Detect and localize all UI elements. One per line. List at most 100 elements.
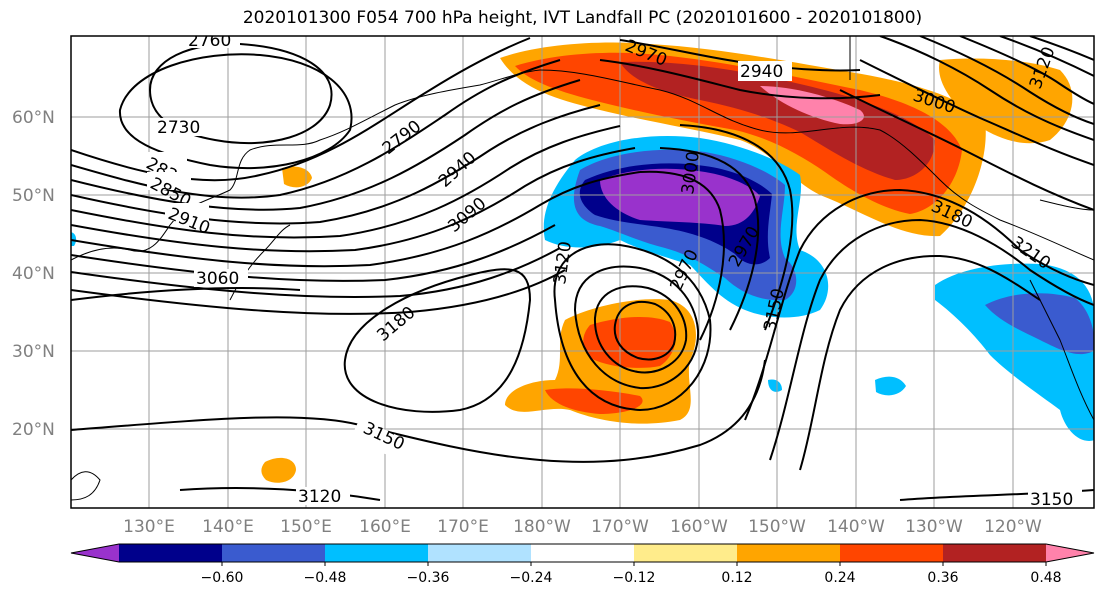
colorbar-segment [325,544,429,562]
contour-2970 [71,171,641,268]
lon-label: 150°E [280,517,332,537]
lon-label: 160°E [359,517,411,537]
ivt-blob-west [261,457,296,483]
positive-anomaly-north [500,42,1073,237]
contour-label: 2940 [740,62,783,82]
positive-anomaly-south [261,166,696,483]
contour-ne-f [859,59,1094,166]
negative-anomaly-central [543,136,829,318]
lat-label-20: 20°N [12,420,55,440]
colorbar-extend-max [1046,544,1094,562]
colorbar-tick-label: −0.12 [613,570,656,586]
contour-3060 [71,269,566,315]
colorbar-tick-label: −0.60 [201,570,244,586]
contour-trough-c [679,124,794,331]
ivt-region-south-036 [583,316,676,368]
ivt-blob-edge [71,232,77,246]
lon-label: 140°E [202,517,254,537]
contour-ne-a [879,36,1094,141]
height-contours [71,36,1094,501]
contour-ne-c [959,36,1094,105]
contour-ne-g [839,89,1094,211]
contour-label: 3120 [298,487,341,507]
colorbar-segment [634,544,738,562]
ivt-blob-hawaii [768,379,782,392]
contour-ne-b [919,36,1094,125]
longitude-labels: 130°E 140°E 150°E 160°E 170°E 180°W 170°… [123,517,1042,537]
contour-3090-trough [573,265,700,390]
latitude-labels: 60°N 50°N 40°N 30°N 20°N [12,108,55,440]
lon-label: 170°E [437,517,489,537]
contour-ne-d [999,36,1094,77]
asia-coast [71,69,541,261]
colorbar-tick-label: −0.24 [510,570,553,586]
map-frame [70,35,1095,509]
contour-trough-b [659,147,760,331]
colorbar-segment [737,544,841,562]
lon-label: 160°W [670,517,728,537]
philippines-coast [71,471,101,501]
colorbar-extend-min [71,544,119,562]
lon-label: 180°W [513,517,571,537]
lon-label: 170°W [591,517,649,537]
coastlines [71,36,1094,501]
contour-trough-a [639,170,725,341]
contour-ridge-a [744,188,1094,421]
canada-border [1039,199,1094,211]
map-content: 2760 2730 2820 2850 2910 2790 2940 3090 … [71,31,1094,510]
colorbar-tick-label: −0.48 [304,570,347,586]
colorbar-segment [531,544,635,562]
colorbar-outline [70,543,1095,563]
contour-2910 [71,125,621,239]
contour-label: 2760 [188,31,231,51]
graticule [71,36,1094,508]
lon-label: 150°W [748,517,806,537]
negative-anomaly-east [71,232,1094,441]
contour-3030-trough [613,300,677,361]
contour-2940 [71,147,636,253]
alaska-coast [539,69,1094,261]
ivt-blob-nw [282,166,312,188]
colorbar-segment [943,544,1047,562]
colorbar-tick-label: 0.48 [1030,570,1061,586]
contour-2850 [71,79,581,211]
ivt-blob-east [875,376,906,396]
colorbar-segment [840,544,944,562]
lon-label: 130°W [905,517,963,537]
contour-3120-south [179,487,381,501]
lat-label-40: 40°N [12,264,55,284]
contour-2970-north [599,59,881,100]
contour-3120-trough [553,243,712,412]
map-title: 2020101300 F054 700 hPa height, IVT Land… [242,8,923,28]
ivt-region-036 [515,52,962,214]
ivt-region-east-036 [985,293,1094,355]
lon-label: 120°W [984,517,1042,537]
ivt-region-south-036b [545,388,643,414]
colorbar-segment [428,544,532,562]
colorbar-tick-label: −0.36 [407,570,450,586]
lat-label-30: 30°N [12,342,55,362]
lat-label-50: 50°N [12,186,55,206]
contour-ridge-c [799,254,1041,471]
lon-label: 130°E [123,517,175,537]
lon-label: 140°W [827,517,885,537]
contour-label: 2730 [157,118,200,138]
contour-label: 3060 [196,269,239,289]
contour-3060b [71,287,301,301]
ivt-region-060 [760,86,864,125]
contour-label: 3150 [1030,490,1073,510]
colorbar-tick-label: 0.24 [824,570,855,586]
contour-ne-e [1029,36,1094,61]
contour-3150 [71,359,766,463]
contour-3030 [71,247,561,298]
contour-3180 [343,268,532,413]
contour-ridge-b [769,218,1094,461]
colorbar-segment [222,544,326,562]
lat-label-60: 60°N [12,108,55,128]
colorbar-segment [119,544,223,562]
colorbar-tick-label: 0.12 [721,570,752,586]
contour-3000 [71,224,556,282]
colorbar: −0.60 −0.48 −0.36 −0.24 −0.12 0.12 0.24 0.36 0.4… [70,543,1095,586]
contour-3060-trough [593,285,688,374]
